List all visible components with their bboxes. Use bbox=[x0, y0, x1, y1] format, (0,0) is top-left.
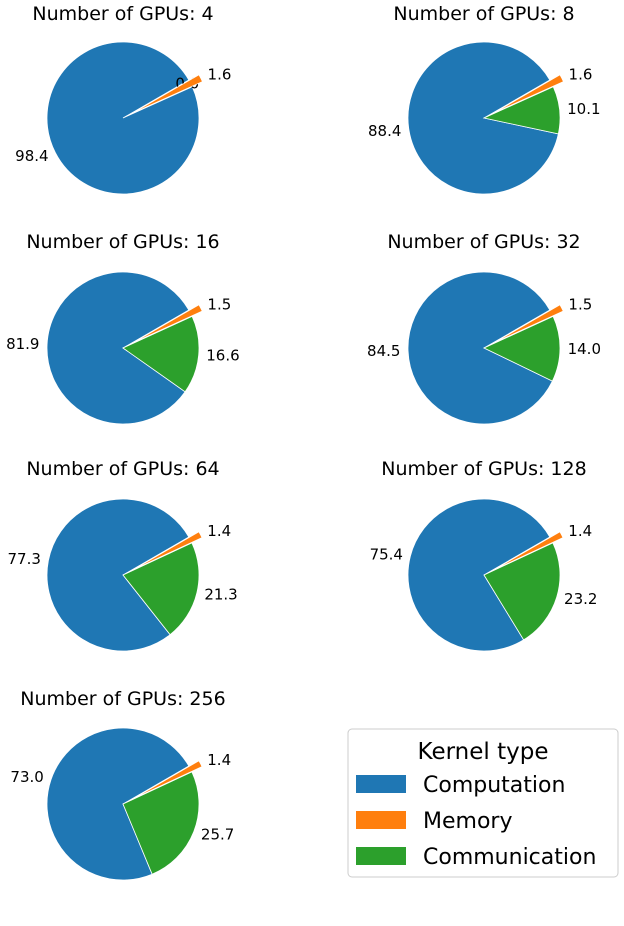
pie-slice-communication bbox=[483, 315, 561, 382]
pie-slice-computation bbox=[46, 271, 190, 425]
pie-label-computation: 81.9 bbox=[6, 335, 39, 353]
legend-swatch-memory bbox=[356, 811, 406, 829]
pie-label-memory: 1.6 bbox=[569, 66, 593, 84]
legend-label-memory: Memory bbox=[423, 809, 512, 834]
pie-chart: Number of GPUs: 64 77.3 21.3 1.4 bbox=[7, 458, 238, 652]
pie-label-computation: 98.4 bbox=[15, 147, 48, 165]
pie-slice-memory bbox=[493, 74, 564, 114]
pie-label-communication: 25.7 bbox=[201, 825, 234, 843]
pie-title: Number of GPUs: 16 bbox=[26, 231, 219, 253]
pie-slice-communication bbox=[483, 542, 561, 641]
pie-label-computation: 77.3 bbox=[7, 550, 40, 568]
pie-slice-communication bbox=[122, 771, 200, 875]
pie-slice-memory bbox=[493, 304, 564, 344]
legend: Kernel type Computation Memory Communica… bbox=[347, 728, 619, 878]
pie-label-memory: 1.4 bbox=[207, 522, 231, 540]
pie-chart: Number of GPUs: 16 81.9 16.6 1.5 bbox=[6, 231, 240, 425]
pie-chart: Number of GPUs: 8 88.4 10.1 1.6 bbox=[368, 3, 601, 195]
pie-label-computation: 88.4 bbox=[368, 122, 401, 140]
pie-title: Number of GPUs: 32 bbox=[387, 231, 580, 253]
legend-label-communication: Communication bbox=[423, 845, 596, 870]
pie-slice-communication bbox=[482, 86, 561, 135]
pie-slice-memory bbox=[132, 531, 203, 571]
pie-slice-communication bbox=[122, 542, 200, 636]
pie-chart: Number of GPUs: 32 84.5 14.0 1.5 bbox=[367, 231, 601, 425]
pie-label-computation: 75.4 bbox=[370, 545, 403, 563]
pie-slice-memory bbox=[132, 304, 203, 344]
pie-chart: Number of GPUs: 498.40.01.6 bbox=[15, 3, 232, 195]
pie-label-memory: 1.6 bbox=[208, 66, 232, 84]
legend-title: Kernel type bbox=[418, 739, 549, 765]
pie-slice-memory bbox=[132, 74, 203, 114]
pie-label-communication: 23.2 bbox=[564, 590, 597, 608]
pie-chart: Number of GPUs: 256 73.0 25.7 1.4 bbox=[10, 688, 234, 881]
pie-title: Number of GPUs: 64 bbox=[26, 458, 219, 480]
pie-label-computation: 84.5 bbox=[367, 342, 400, 360]
legend-frame bbox=[347, 728, 619, 878]
pie-label-memory: 1.5 bbox=[207, 295, 231, 313]
pie-label-computation: 73.0 bbox=[10, 768, 43, 786]
pie-label-memory: 1.4 bbox=[207, 751, 231, 769]
legend-swatch-communication bbox=[356, 847, 406, 865]
pie-label-communication: 14.0 bbox=[568, 340, 601, 358]
pie-label-communication: 10.1 bbox=[567, 100, 600, 118]
pie-label-communication: 21.3 bbox=[204, 585, 237, 603]
legend-label-computation: Computation bbox=[423, 773, 565, 798]
pie-slice-memory bbox=[493, 531, 564, 571]
pie-label-memory: 1.5 bbox=[568, 295, 592, 313]
pie-slice-computation bbox=[46, 498, 190, 652]
pie-slice-memory bbox=[132, 760, 203, 800]
pie-slice-communication bbox=[122, 315, 200, 393]
pie-title: Number of GPUs: 256 bbox=[20, 688, 225, 710]
pie-title: Number of GPUs: 4 bbox=[32, 3, 213, 25]
pie-title: Number of GPUs: 8 bbox=[393, 3, 574, 25]
pie-slice-computation bbox=[407, 271, 553, 425]
pie-label-communication: 16.6 bbox=[206, 347, 239, 365]
pie-slice-computation bbox=[407, 498, 551, 652]
pie-slice-computation bbox=[46, 41, 200, 195]
legend-swatch-computation bbox=[356, 775, 406, 793]
pie-title: Number of GPUs: 128 bbox=[381, 458, 586, 480]
pie-label-memory: 1.4 bbox=[568, 522, 592, 540]
pie-slice-computation bbox=[46, 727, 190, 881]
pie-chart: Number of GPUs: 128 75.4 23.2 1.4 bbox=[370, 458, 597, 652]
